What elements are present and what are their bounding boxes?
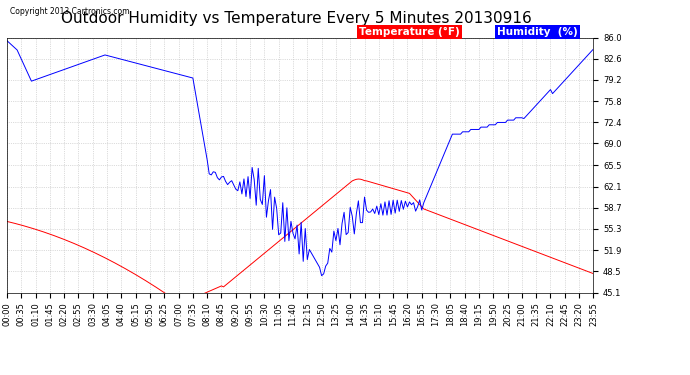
Temperature (°F) [301,217,309,222]
Temperature (°F) [175,300,183,305]
Text: Outdoor Humidity vs Temperature Every 5 Minutes 20130916: Outdoor Humidity vs Temperature Every 5 … [61,11,532,26]
Temperature (°F) [354,177,362,181]
Temperature (°F) [542,254,551,258]
Humidity  (%) [299,259,307,264]
Text: Humidity  (%): Humidity (%) [497,27,578,37]
Temperature (°F) [524,246,532,251]
Humidity  (%) [540,94,549,99]
Humidity  (%) [508,118,516,122]
Temperature (°F) [509,241,518,246]
Line: Temperature (°F): Temperature (°F) [7,179,593,303]
Temperature (°F) [500,237,508,242]
Humidity  (%) [317,273,326,278]
Text: Copyright 2013 Cartronics.com: Copyright 2013 Cartronics.com [10,7,129,16]
Humidity  (%) [497,120,506,125]
Humidity  (%) [3,38,11,43]
Humidity  (%) [54,69,62,74]
Text: Temperature (°F): Temperature (°F) [359,27,460,37]
Line: Humidity  (%): Humidity (%) [7,40,593,276]
Humidity  (%) [522,114,530,118]
Temperature (°F) [54,235,62,239]
Temperature (°F) [589,272,598,276]
Humidity  (%) [589,47,598,51]
Temperature (°F) [3,219,11,224]
